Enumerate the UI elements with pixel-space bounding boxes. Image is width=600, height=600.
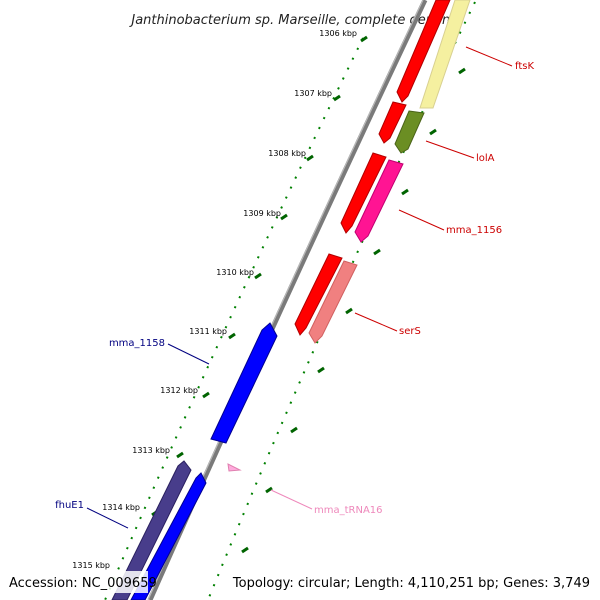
- gene-serS[interactable]: [308, 260, 358, 344]
- outer-tick-mark: [345, 307, 353, 315]
- outer-tick-mark: [265, 486, 273, 494]
- leader-mma_tRNA16: [270, 489, 313, 510]
- outer-tick-mark: [458, 67, 466, 75]
- info-backdrop: [256, 571, 596, 593]
- gene-label-mma_1158: mma_1158: [109, 338, 165, 349]
- tick-mark: [360, 35, 368, 43]
- genome-info-text: Topology: circular; Length: 4,110,251 bp…: [232, 576, 590, 591]
- gene-lolA[interactable]: [394, 110, 425, 154]
- leader-mma_1158: [167, 343, 210, 365]
- leader-serS: [354, 312, 398, 332]
- outer-tick-mark: [373, 248, 381, 256]
- leader-mma_1156: [398, 209, 445, 231]
- tick-mark: [228, 332, 236, 340]
- tick-label: 1314 kbp: [102, 503, 140, 512]
- gene-label-lolA: lolA: [476, 153, 495, 164]
- leader-ftsK: [465, 46, 513, 67]
- gene-pale-yellow[interactable]: [419, 0, 471, 109]
- tick-mark: [202, 391, 210, 399]
- gene-red-3[interactable]: [294, 253, 343, 336]
- tick-mark: [254, 272, 262, 280]
- tick-mark: [176, 451, 184, 459]
- gene-fhuE1[interactable]: [130, 472, 207, 600]
- gene-dark-slate-blue[interactable]: [111, 460, 192, 600]
- gene-mma_1156[interactable]: [354, 159, 404, 243]
- gene-label-serS: serS: [399, 326, 421, 337]
- gene-label-mma_tRNA16: mma_tRNA16: [314, 505, 383, 516]
- map-title: Janthinobacterium sp. Marseille, complet…: [128, 13, 462, 28]
- gene-label-fhuE1: fhuE1: [55, 500, 84, 511]
- outer-tick-mark: [401, 188, 409, 196]
- outer-tick-mark: [241, 546, 249, 554]
- outer-tick-mark: [317, 366, 325, 374]
- tick-mark: [333, 94, 341, 102]
- accession-text: Accession: NC_009659: [9, 576, 157, 591]
- tick-label: 1310 kbp: [216, 268, 254, 277]
- tick-label: 1315 kbp: [72, 561, 110, 570]
- gene-label-mma_1156: mma_1156: [446, 225, 502, 236]
- tick-label: 1313 kbp: [132, 446, 170, 455]
- tick-mark: [280, 213, 288, 221]
- tick-label: 1309 kbp: [243, 209, 281, 218]
- tick-label: 1312 kbp: [160, 386, 198, 395]
- gene-red-2[interactable]: [340, 152, 387, 234]
- tick-label: 1311 kbp: [189, 327, 227, 336]
- tick-label: 1308 kbp: [268, 149, 306, 158]
- tick-label: 1306 kbp: [319, 29, 357, 38]
- tick-mark: [306, 154, 314, 162]
- leader-fhuE1: [86, 507, 129, 529]
- leader-lolA: [425, 140, 475, 159]
- outer-tick-mark: [290, 426, 298, 434]
- tick-label: 1307 kbp: [294, 89, 332, 98]
- gene-label-ftsK: ftsK: [515, 61, 534, 72]
- accession-backdrop: [4, 571, 148, 593]
- gene-ftsK[interactable]: [396, 0, 451, 103]
- gene-mma_1158[interactable]: [210, 322, 278, 444]
- gene-red-small-1[interactable]: [378, 101, 407, 144]
- outer-tick-mark: [429, 128, 437, 136]
- outer-tick-marks: [241, 67, 466, 554]
- gene-mma_tRNA16[interactable]: [227, 463, 242, 472]
